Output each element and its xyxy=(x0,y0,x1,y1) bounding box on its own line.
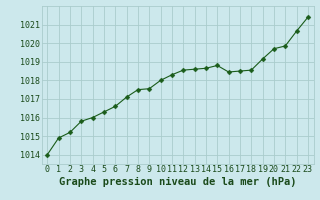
X-axis label: Graphe pression niveau de la mer (hPa): Graphe pression niveau de la mer (hPa) xyxy=(59,177,296,187)
